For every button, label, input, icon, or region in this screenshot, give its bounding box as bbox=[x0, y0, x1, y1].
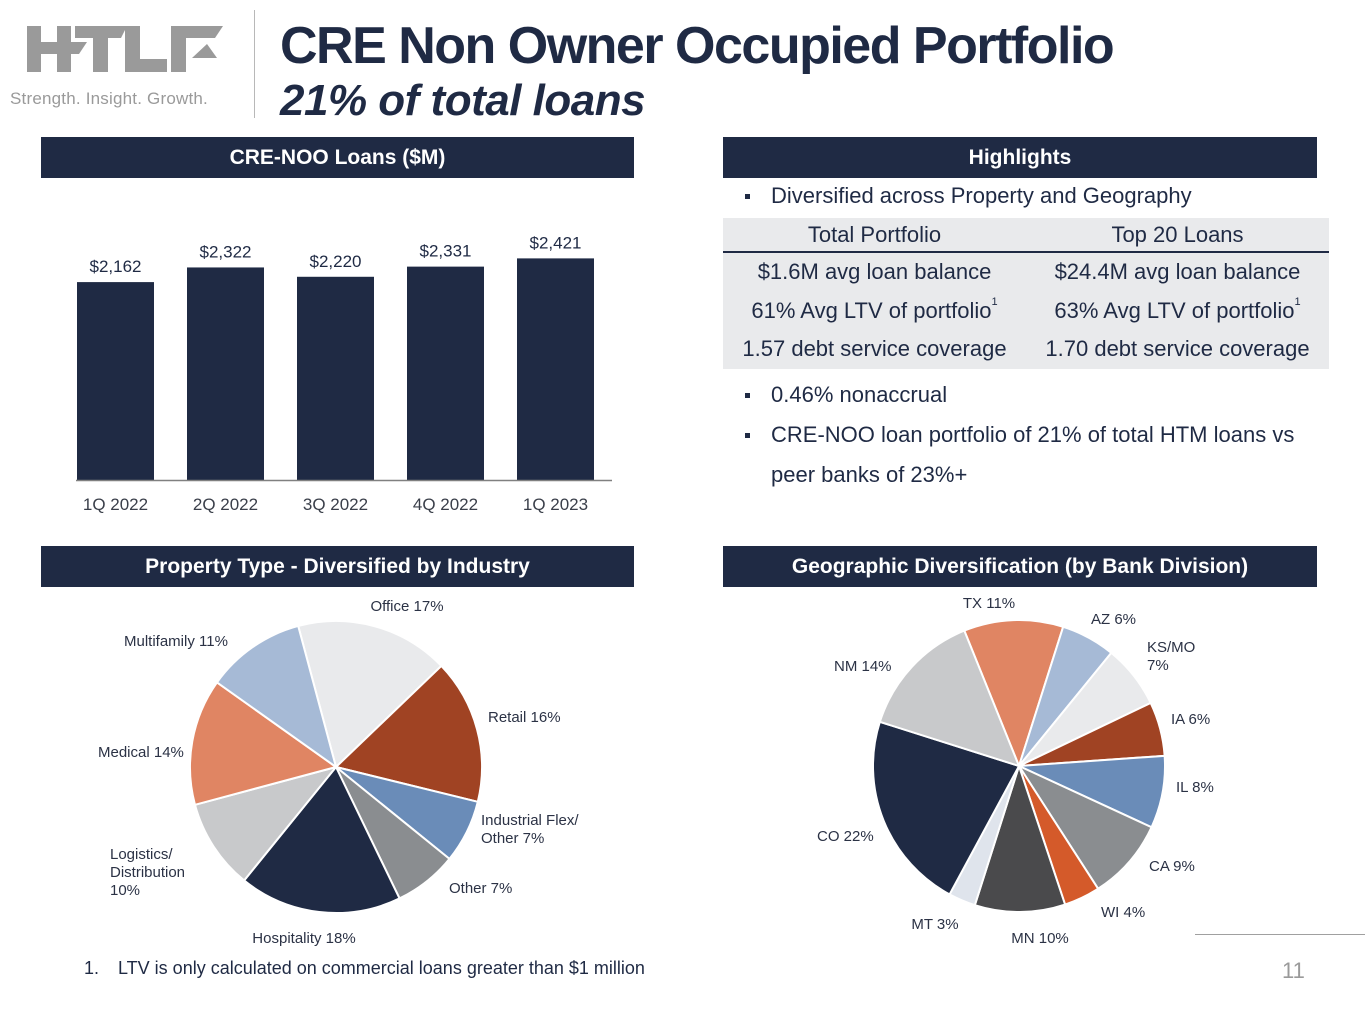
bar-value-label: $2,421 bbox=[530, 233, 582, 252]
highlight-bullet-text: peer banks of 23%+ bbox=[771, 462, 968, 487]
pie-slice-label: Retail 16% bbox=[488, 709, 561, 726]
footnote-marker: 1 bbox=[991, 295, 998, 308]
pie-slice-label: Logistics/Distribution 10% bbox=[110, 846, 185, 899]
table-cell: 1.70 debt service coverage bbox=[1045, 336, 1310, 362]
table-cell: 1.57 debt service coverage bbox=[742, 336, 1007, 362]
pie-slice-label: KS/MO 7% bbox=[1147, 639, 1195, 674]
loans-bar-chart: $2,162 1Q 2022 $2,322 2Q 2022 $2,220 3Q 2022 $… bbox=[76, 233, 612, 514]
footnote-text: LTV is only calculated on commercial loa… bbox=[118, 958, 645, 978]
pie-slice-mn bbox=[973, 762, 1067, 914]
highlight-bullet-text: Diversified across Property and Geograph… bbox=[771, 183, 1192, 208]
footnote-marker: 1 bbox=[1294, 295, 1301, 308]
pie-slice-label: AZ 6% bbox=[1091, 611, 1136, 628]
page-title: CRE Non Owner Occupied Portfolio bbox=[280, 17, 1115, 75]
table-row: 1.57 debt service coverage 1.70 debt ser… bbox=[723, 330, 1329, 369]
bullet-icon bbox=[745, 194, 750, 199]
bar-value-label: $2,331 bbox=[420, 242, 472, 261]
pie-slice-label: CO 22% bbox=[817, 828, 874, 845]
table-row: 61% Avg LTV of portfolio1 63% Avg LTV of… bbox=[723, 292, 1329, 331]
table-cell-text: 63% Avg LTV of portfolio bbox=[1054, 297, 1295, 323]
pie-slice-label: MN 10% bbox=[1011, 930, 1069, 947]
highlight-bullet-text: 0.46% nonaccrual bbox=[771, 382, 948, 407]
column-header-top-20-loans: Top 20 Loans bbox=[1111, 221, 1244, 247]
loans-chart-header: CRE-NOO Loans ($M) bbox=[41, 137, 634, 178]
bar-3q-2022 bbox=[297, 276, 374, 480]
geographic-pie-chart: TX 11% AZ 6% KS/MO 7% IA 6% IL 8% CA 9% WI 4% MN… bbox=[817, 595, 1214, 947]
footnote-number: 1. bbox=[84, 958, 100, 978]
x-tick-label: 2Q 2022 bbox=[193, 495, 258, 514]
page-number: 11 bbox=[1282, 958, 1305, 983]
column-header-total-portfolio: Total Portfolio bbox=[807, 221, 942, 247]
highlights-table: Total Portfolio Top 20 Loans $1.6M avg l… bbox=[723, 218, 1329, 369]
bar-value-label: $2,322 bbox=[200, 242, 252, 261]
table-cell: 61% Avg LTV of portfolio1 bbox=[723, 295, 1026, 324]
x-tick-label: 1Q 2023 bbox=[523, 495, 588, 514]
bar-1q-2023 bbox=[517, 258, 594, 480]
page-subtitle: 21% of total loans bbox=[280, 76, 646, 125]
highlight-bullet-text: CRE-NOO loan portfolio of 21% of total H… bbox=[771, 422, 1295, 447]
table-cell: $24.4M avg loan balance bbox=[1054, 259, 1301, 285]
page-number-rule bbox=[1195, 934, 1365, 935]
table-cell: $1.6M avg loan balance bbox=[757, 259, 992, 285]
pie-slice-ca bbox=[1016, 763, 1153, 891]
pie-slice-hospitality bbox=[242, 765, 401, 914]
pie-slice-label: Medical 14% bbox=[98, 744, 184, 761]
pie-slice-multifamily bbox=[215, 624, 338, 770]
pie-slice-label: TX 11% bbox=[963, 595, 1015, 612]
header-divider bbox=[254, 10, 255, 118]
pie-slice-label: IL 8% bbox=[1176, 779, 1214, 796]
geo-chart-header-text: Geographic Diversification (by Bank Divi… bbox=[791, 554, 1249, 578]
htlf-logo: HTLF bbox=[10, 22, 242, 76]
property-chart-header-text: Property Type - Diversified by Industry bbox=[145, 554, 530, 578]
pie-slice-label: CA 9% bbox=[1149, 858, 1195, 875]
loans-chart-header-text: CRE-NOO Loans ($M) bbox=[229, 145, 446, 169]
x-tick-label: 1Q 2022 bbox=[83, 495, 148, 514]
pie-slice-label: WI 4% bbox=[1101, 904, 1145, 921]
table-cell: 63% Avg LTV of portfolio1 bbox=[1026, 295, 1329, 324]
pie-slice-label: Hospitality 18% bbox=[252, 930, 355, 947]
pie-slice-co bbox=[872, 720, 1021, 896]
bullet-icon bbox=[745, 393, 750, 398]
pie-slice-label: Office 17% bbox=[370, 598, 443, 615]
x-tick-label: 4Q 2022 bbox=[413, 495, 478, 514]
pie-slice-label: IA 6% bbox=[1171, 711, 1210, 728]
pie-slice-label: MT 3% bbox=[911, 916, 958, 933]
bar-2q-2022 bbox=[187, 267, 264, 480]
bar-value-label: $2,162 bbox=[90, 257, 142, 276]
pie-slice-label: NM 14% bbox=[834, 658, 892, 675]
pie-slice-retail bbox=[333, 664, 483, 804]
pie-slice-nm bbox=[878, 629, 1021, 768]
property-type-pie-chart: Office 17% Retail 16% Industrial Flex/Othe… bbox=[98, 598, 579, 947]
table-cell-text: 61% Avg LTV of portfolio bbox=[751, 297, 992, 323]
logo-tagline: Strength. Insight. Growth. bbox=[10, 89, 208, 108]
pie-slice-medical bbox=[189, 681, 339, 807]
highlights-header: Highlights bbox=[723, 137, 1317, 178]
x-tick-label: 3Q 2022 bbox=[303, 495, 368, 514]
pie-slice-label: Other 7% bbox=[449, 880, 512, 897]
table-row: $1.6M avg loan balance $24.4M avg loan b… bbox=[723, 253, 1329, 292]
pie-slice-office bbox=[296, 619, 443, 769]
pie-slice-label: Industrial Flex/Other 7% bbox=[481, 812, 579, 847]
bullet-icon bbox=[745, 433, 750, 438]
footnote: 1. LTV is only calculated on commercial l… bbox=[84, 958, 645, 979]
highlights-table-header: Total Portfolio Top 20 Loans bbox=[723, 218, 1329, 253]
bar-value-label: $2,220 bbox=[310, 252, 362, 271]
pie-slice-tx bbox=[963, 619, 1065, 769]
pie-slice-label: Multifamily 11% bbox=[124, 633, 228, 650]
highlights-header-text: Highlights bbox=[968, 145, 1072, 169]
bar-4q-2022 bbox=[407, 266, 484, 480]
bar-1q-2022 bbox=[77, 282, 154, 480]
htlf-logo-mark: HTLF bbox=[27, 26, 223, 72]
geo-chart-header: Geographic Diversification (by Bank Divi… bbox=[723, 546, 1317, 587]
property-chart-header: Property Type - Diversified by Industry bbox=[41, 546, 634, 587]
